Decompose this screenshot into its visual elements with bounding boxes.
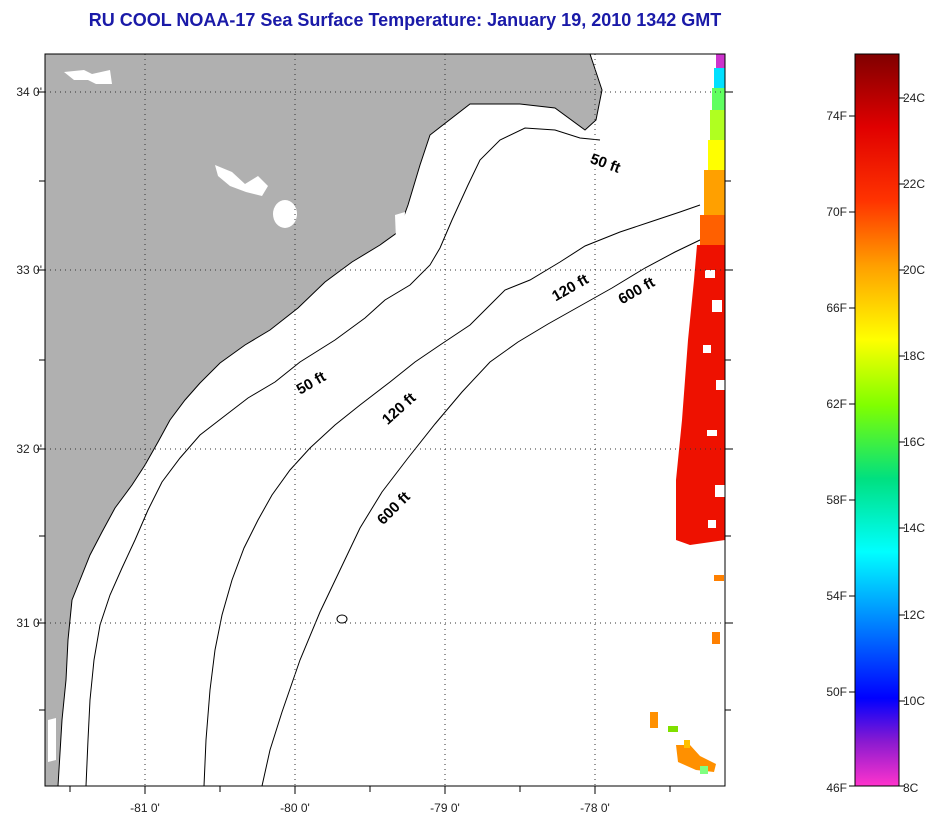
contour-label-600ft-north: 600 ft xyxy=(615,274,657,308)
contour-label-50ft-north: 50 ft xyxy=(588,150,623,177)
lon-label-81: -81 0' xyxy=(130,801,160,815)
lake xyxy=(64,70,112,84)
sst-swath xyxy=(650,54,725,774)
colorbar-label-c: 18C xyxy=(903,349,926,363)
colorbar-label-f: 54F xyxy=(826,589,847,603)
lake xyxy=(395,212,405,240)
contour-label-50ft-south: 50 ft xyxy=(294,368,329,398)
colorbar-ticks xyxy=(849,97,905,787)
colorbar-label-c: 16C xyxy=(903,435,926,449)
colorbar-label-c: 14C xyxy=(903,521,926,535)
axis-ticks xyxy=(37,91,733,794)
lat-label-34: 34 0' xyxy=(16,85,42,99)
lon-label-79: -79 0' xyxy=(430,801,460,815)
colorbar-label-f: 50F xyxy=(826,685,847,699)
colorbar-label-f: 66F xyxy=(826,301,847,315)
land-mass xyxy=(45,54,603,786)
colorbar-label-f: 46F xyxy=(826,781,847,795)
map-frame xyxy=(44,53,726,787)
contour-label-120ft-south: 120 ft xyxy=(379,389,419,428)
contour-label-120ft-north: 120 ft xyxy=(549,271,591,305)
colorbar-label-f: 70F xyxy=(826,205,847,219)
lon-label-78: -78 0' xyxy=(580,801,610,815)
graticule xyxy=(45,54,725,786)
lat-label-31: 31 0' xyxy=(16,616,42,630)
colorbar-label-c: 10C xyxy=(903,694,926,708)
colorbar-label-c: 12C xyxy=(903,608,926,622)
colorbar-label-c: 24C xyxy=(903,91,926,105)
lake xyxy=(215,165,268,196)
colorbar-label-f: 62F xyxy=(826,397,847,411)
colorbar-label-c: 22C xyxy=(903,177,926,191)
colorbar-label-f: 58F xyxy=(826,493,847,507)
lake xyxy=(273,200,297,228)
colorbar-label-c: 20C xyxy=(903,263,926,277)
contour-600ft xyxy=(261,227,723,786)
contour-600ft-island xyxy=(336,614,348,624)
contour-120ft xyxy=(203,204,701,786)
colorbar-label-f: 74F xyxy=(826,109,847,123)
colorbar-label-c: 8C xyxy=(903,781,919,795)
lon-label-80: -80 0' xyxy=(280,801,310,815)
lake xyxy=(48,718,56,762)
lat-label-33: 33 0' xyxy=(16,263,42,277)
map-title: RU COOL NOAA-17 Sea Surface Temperature:… xyxy=(88,10,722,30)
contour-50ft xyxy=(85,127,601,786)
lat-label-32: 32 0' xyxy=(16,442,42,456)
colorbar xyxy=(854,53,900,787)
